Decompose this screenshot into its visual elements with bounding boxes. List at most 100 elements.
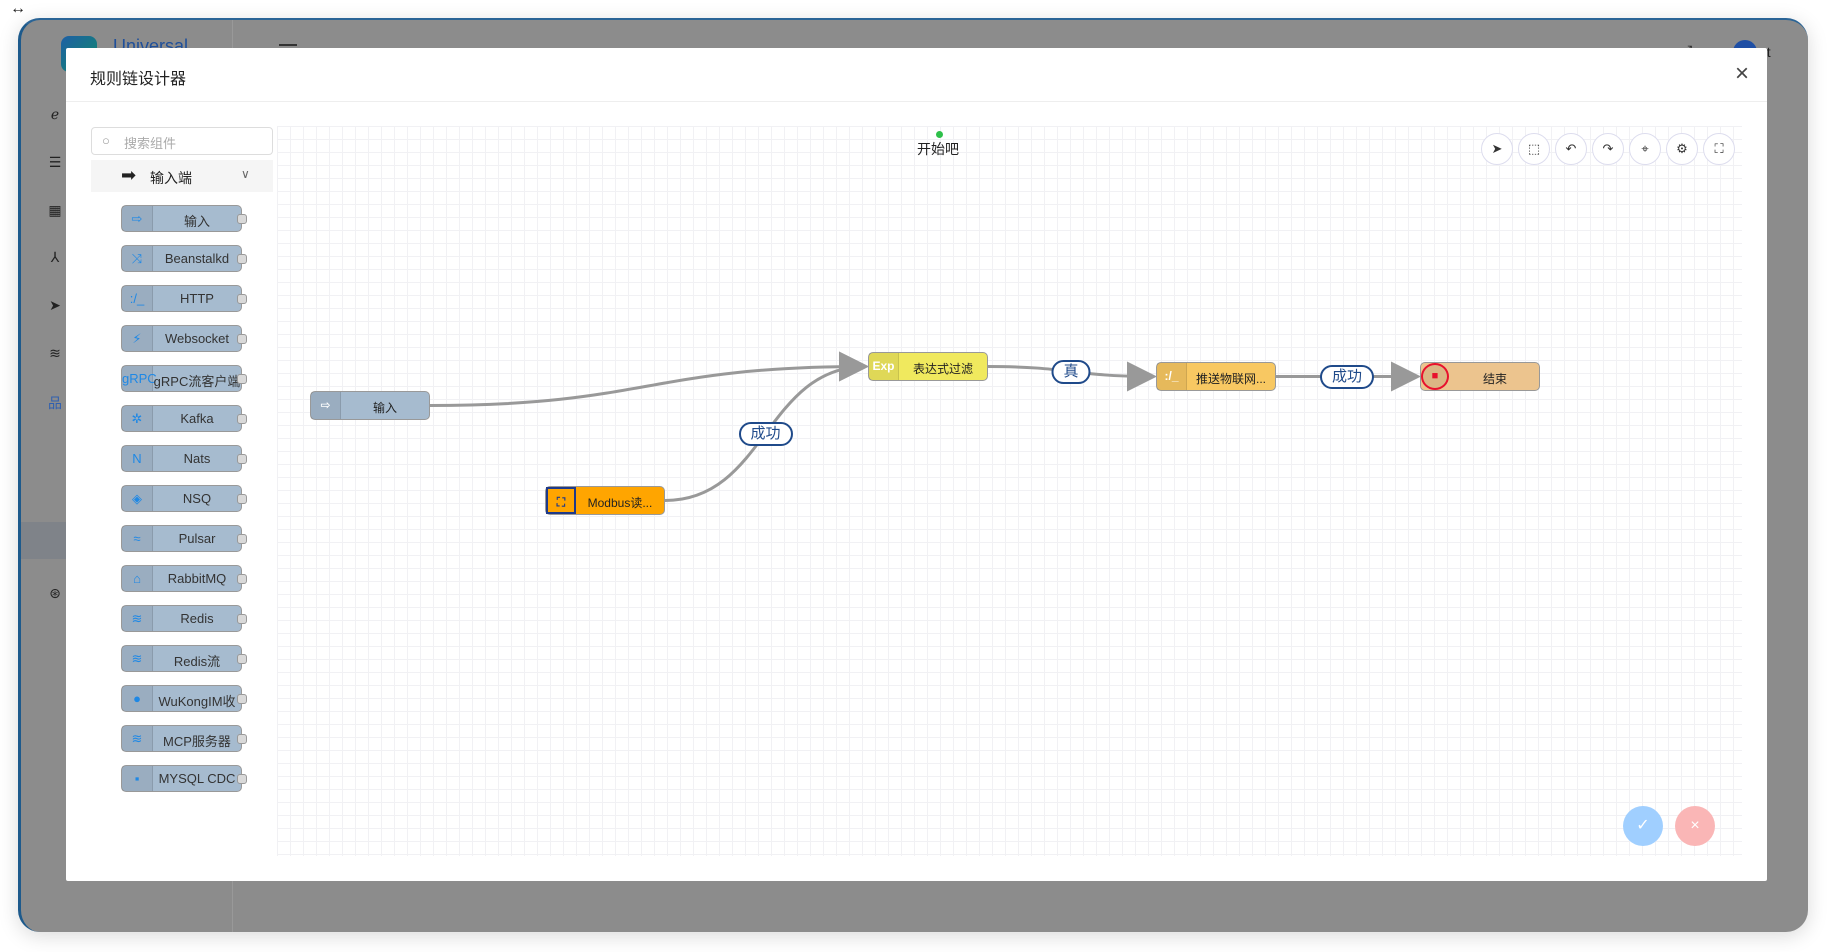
palette-item[interactable]: gRPC gRPC流客户端 xyxy=(121,365,247,392)
component-search-input[interactable]: ○ 搜索组件 xyxy=(91,127,273,155)
output-port[interactable] xyxy=(237,694,247,704)
node-label: 推送物联网... xyxy=(1195,372,1266,386)
cancel-button[interactable]: × xyxy=(1675,806,1715,846)
close-button[interactable]: × xyxy=(1734,60,1749,87)
expr-node-icon: Exp xyxy=(869,353,899,380)
topology-icon[interactable]: ⅄ xyxy=(50,249,60,265)
menu-toggle-icon[interactable] xyxy=(279,44,297,46)
component-icon: ⚡ xyxy=(122,326,153,351)
component-label: Beanstalkd xyxy=(164,251,230,266)
palette-item[interactable]: ◈ NSQ xyxy=(121,485,247,512)
category-input[interactable]: ➡ 输入端 ∨ xyxy=(91,160,273,192)
dialog-title: 规则链设计器 xyxy=(90,71,187,88)
confirm-button[interactable]: ✓ xyxy=(1623,806,1663,846)
output-port[interactable] xyxy=(237,454,247,464)
palette-item[interactable]: ≋ MCP服务器 xyxy=(121,725,247,752)
send-icon[interactable]: ➤ xyxy=(49,297,61,313)
network-icon[interactable]: 品 xyxy=(48,395,62,411)
palette-item[interactable]: ⚡ Websocket xyxy=(121,325,247,352)
fullscreen-icon: ⛶ xyxy=(1714,141,1724,156)
status-dot xyxy=(936,131,943,138)
output-port[interactable] xyxy=(237,734,247,744)
undo-icon: ↶ xyxy=(1565,141,1577,156)
category-label: 输入端 xyxy=(150,170,192,186)
output-port[interactable] xyxy=(237,534,247,544)
component-icon: gRPC xyxy=(122,366,157,391)
node-label: 表达式过滤 xyxy=(912,362,973,376)
output-port[interactable] xyxy=(237,774,247,784)
flow-node-end[interactable]: ■ 结束 xyxy=(1420,362,1540,391)
palette-item[interactable]: ≋ Redis流 xyxy=(121,645,247,672)
component-icon: ▪ xyxy=(122,766,153,791)
component-label: MCP服务器 xyxy=(163,734,231,749)
palette-item[interactable]: ⇨ 输入 xyxy=(121,205,247,232)
flow-node-expr[interactable]: Exp 表达式过滤 xyxy=(868,352,988,381)
component-icon: N xyxy=(122,446,153,471)
edge-label[interactable]: 成功 xyxy=(1319,364,1375,389)
grid-icon[interactable]: ▦ xyxy=(48,202,62,218)
settings-button[interactable]: ⚙ xyxy=(1666,133,1698,165)
dialog-header: 规则链设计器 × xyxy=(66,48,1767,102)
output-port[interactable] xyxy=(237,654,247,664)
resize-cursor-icon: ↔ xyxy=(10,0,26,17)
flow-node-modbus[interactable]: ⛶ Modbus读... xyxy=(545,486,665,515)
output-port[interactable] xyxy=(237,574,247,584)
palette-item[interactable]: N Nats xyxy=(121,445,247,472)
palette-item[interactable]: ▪ MYSQL CDC xyxy=(121,765,247,792)
flow-node-push[interactable]: :/_ 推送物联网... xyxy=(1156,362,1276,391)
output-port[interactable] xyxy=(237,414,247,424)
component-label: WuKongIM收 xyxy=(158,694,236,709)
locate-icon: ⌖ xyxy=(1641,141,1649,156)
node-label: 结束 xyxy=(1482,372,1507,386)
component-icon: :/_ xyxy=(122,286,153,311)
component-label: gRPC流客户端 xyxy=(153,374,241,389)
component-label: Nats xyxy=(183,451,211,466)
component-label: NSQ xyxy=(182,491,212,506)
component-label: 输入 xyxy=(183,214,210,229)
flow-node-input[interactable]: ⇨ 输入 xyxy=(310,391,430,420)
palette-item[interactable]: :/_ HTTP xyxy=(121,285,247,312)
redo-button[interactable]: ↷ xyxy=(1592,133,1624,165)
flow-canvas[interactable] xyxy=(277,126,1742,856)
palette-item[interactable]: ⤨ Beanstalkd xyxy=(121,245,247,272)
undo-button[interactable]: ↶ xyxy=(1555,133,1587,165)
component-icon: ⤨ xyxy=(122,246,153,271)
palette-item[interactable]: ≈ Pulsar xyxy=(121,525,247,552)
edge-label[interactable]: 成功 xyxy=(738,421,793,446)
ie-icon[interactable]: ℯ xyxy=(50,106,60,122)
edge-label[interactable]: 真 xyxy=(1051,359,1091,384)
output-port[interactable] xyxy=(237,254,247,264)
settings-icon: ⚙ xyxy=(1676,141,1688,156)
wifi-icon[interactable]: ≋ xyxy=(49,345,61,361)
settings-circle-icon[interactable]: ⊛ xyxy=(49,585,61,601)
output-port[interactable] xyxy=(237,494,247,504)
select-button[interactable]: ⬚ xyxy=(1518,133,1550,165)
start-label: 开始吧 xyxy=(917,141,959,157)
edge-input-expr[interactable] xyxy=(429,351,869,407)
output-port[interactable] xyxy=(237,334,247,344)
output-port[interactable] xyxy=(237,214,247,224)
output-port[interactable] xyxy=(237,294,247,304)
component-icon: ◈ xyxy=(122,486,153,511)
rule-chain-designer-dialog: 规则链设计器 × ○ 搜索组件 ➡ 输入端 ∨ ⇨ 输入 ⤨ Beanstalkd :/_… xyxy=(66,48,1767,881)
component-label: Websocket xyxy=(164,331,230,346)
output-port[interactable] xyxy=(237,614,247,624)
palette-item[interactable]: ● WuKongIM收 xyxy=(121,685,247,712)
server-icon[interactable]: ☰ xyxy=(48,154,62,170)
modbus-node-icon: ⛶ xyxy=(546,487,576,514)
component-icon: ≋ xyxy=(122,606,153,631)
locate-button[interactable]: ⌖ xyxy=(1629,133,1661,165)
redo-icon: ↷ xyxy=(1602,141,1614,156)
palette-item[interactable]: ⌂ RabbitMQ xyxy=(121,565,247,592)
component-icon: ⌂ xyxy=(122,566,153,591)
deploy-button[interactable]: ➤ xyxy=(1481,133,1513,165)
component-icon: ● xyxy=(122,686,153,711)
deploy-icon: ➤ xyxy=(1491,141,1503,156)
component-icon: ≋ xyxy=(122,646,153,671)
component-label: Kafka xyxy=(180,411,214,426)
output-port[interactable] xyxy=(237,374,247,384)
palette-item[interactable]: ✲ Kafka xyxy=(121,405,247,432)
palette-item[interactable]: ≋ Redis xyxy=(121,605,247,632)
select-icon: ⬚ xyxy=(1527,141,1541,156)
fullscreen-button[interactable]: ⛶ xyxy=(1703,133,1735,165)
